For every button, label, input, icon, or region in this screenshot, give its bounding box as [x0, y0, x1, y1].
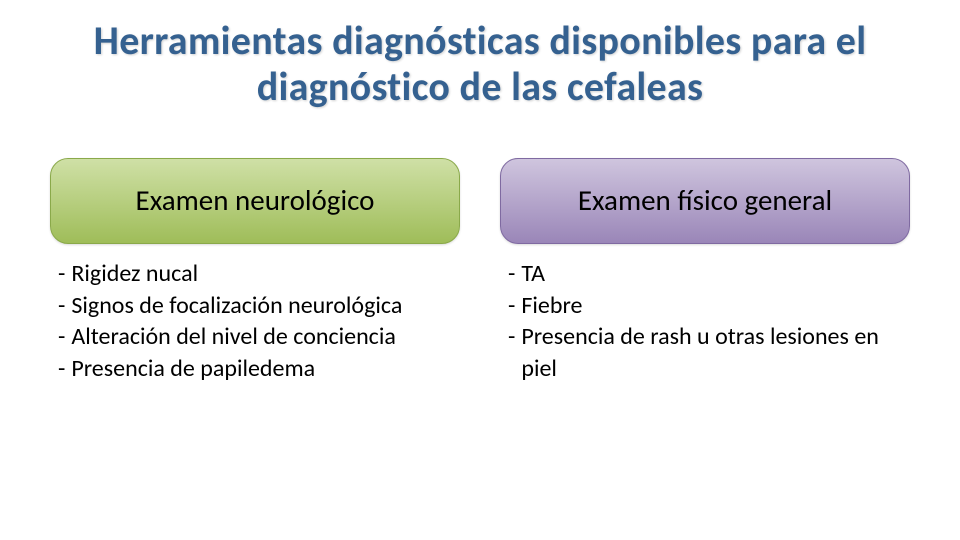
slide: Herramientas diagnósticas disponibles pa…	[0, 0, 960, 540]
list-item-text: TA	[521, 258, 904, 290]
column-right: Examen físico general - TA - Fiebre - Pr…	[500, 158, 910, 385]
list-item: - Alteración del nivel de conciencia	[58, 321, 454, 353]
column-left: Examen neurológico - Rigidez nucal - Sig…	[50, 158, 460, 385]
bullet-dash: -	[508, 258, 521, 290]
list-item-text: Alteración del nivel de conciencia	[71, 321, 454, 353]
bullet-dash: -	[58, 258, 71, 290]
list-item-text: Presencia de papiledema	[71, 353, 454, 385]
list-item-text: Rigidez nucal	[71, 258, 454, 290]
slide-title: Herramientas diagnósticas disponibles pa…	[0, 0, 960, 110]
list-item: - Presencia de papiledema	[58, 353, 454, 385]
list-item: - TA	[508, 258, 904, 290]
bullet-dash: -	[58, 321, 71, 353]
list-fisico: - TA - Fiebre - Presencia de rash u otra…	[500, 258, 910, 385]
list-item-text: Presencia de rash u otras lesiones en pi…	[521, 321, 904, 384]
bullet-dash: -	[58, 290, 71, 322]
list-item-text: Fiebre	[521, 290, 904, 322]
bullet-dash: -	[508, 321, 521, 384]
column-header-fisico: Examen físico general	[500, 158, 910, 244]
list-neuro: - Rigidez nucal - Signos de focalización…	[50, 258, 460, 385]
bullet-dash: -	[58, 353, 71, 385]
list-item: - Presencia de rash u otras lesiones en …	[508, 321, 904, 384]
list-item-text: Signos de focalización neurológica	[71, 290, 454, 322]
column-header-neuro: Examen neurológico	[50, 158, 460, 244]
list-item: - Fiebre	[508, 290, 904, 322]
list-item: - Rigidez nucal	[58, 258, 454, 290]
bullet-dash: -	[508, 290, 521, 322]
list-item: - Signos de focalización neurológica	[58, 290, 454, 322]
columns-container: Examen neurológico - Rigidez nucal - Sig…	[0, 158, 960, 385]
